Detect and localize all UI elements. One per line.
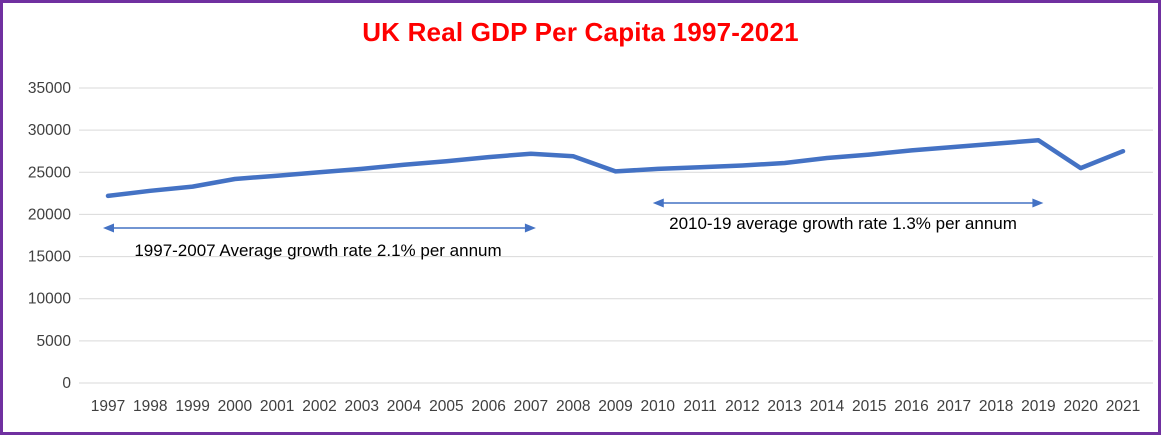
x-axis-label: 2002 (302, 398, 336, 415)
x-axis-label: 2011 (683, 398, 716, 415)
x-axis-label: 2005 (429, 398, 463, 415)
annotation-arrowhead-right (524, 223, 536, 233)
x-axis-label: 2009 (598, 398, 632, 415)
x-axis-label: 2001 (260, 398, 294, 415)
x-axis-label: 1999 (175, 398, 209, 415)
x-axis-label: 2008 (556, 398, 590, 415)
x-axis-label: 1997 (91, 398, 125, 415)
chart-title: UK Real GDP Per Capita 1997-2021 (362, 17, 799, 47)
annotation-text: 1997-2007 Average growth rate 2.1% per a… (134, 241, 501, 260)
y-axis-label: 15000 (28, 249, 71, 266)
gdp-line-chart: 0 5000 10000 15000 20000 25000 30000 35000 1997 1… (28, 80, 1153, 415)
y-axis-label: 30000 (28, 122, 71, 139)
y-axis-label: 0 (62, 375, 71, 392)
y-axis-label: 10000 (28, 291, 71, 308)
annotation-arrowhead-left (652, 198, 664, 208)
x-axis-label: 2012 (725, 398, 759, 415)
y-axis-label: 25000 (28, 164, 71, 181)
x-axis-label: 2007 (514, 398, 548, 415)
annotation-arrowhead-left (103, 223, 114, 233)
x-axis-label: 2020 (1063, 398, 1098, 415)
x-axis-label: 1998 (133, 398, 167, 415)
y-axis-label: 5000 (37, 333, 72, 350)
gdp-line (105, 138, 1126, 199)
x-axis-label: 2014 (810, 398, 845, 415)
x-axis-label: 2018 (979, 398, 1013, 415)
x-axis-label: 2015 (852, 398, 886, 415)
annotation-arrowhead-right (1032, 198, 1044, 208)
y-axis-label: 20000 (28, 206, 71, 223)
x-axis-label: 2013 (767, 398, 801, 415)
x-axis-label: 2016 (894, 398, 928, 415)
x-axis-label: 2000 (218, 398, 253, 415)
x-axis-label: 2004 (387, 398, 422, 415)
x-axis-label: 2021 (1106, 398, 1140, 415)
x-axis-label: 2019 (1021, 398, 1055, 415)
x-axis-label: 2010 (641, 398, 676, 415)
annotation-text: 2010-19 average growth rate 1.3% per ann… (669, 214, 1017, 233)
x-axis-label: 2017 (937, 398, 971, 415)
x-axis-label: 2003 (345, 398, 379, 415)
x-axis-label: 2006 (471, 398, 505, 415)
y-axis-label: 35000 (28, 80, 71, 97)
